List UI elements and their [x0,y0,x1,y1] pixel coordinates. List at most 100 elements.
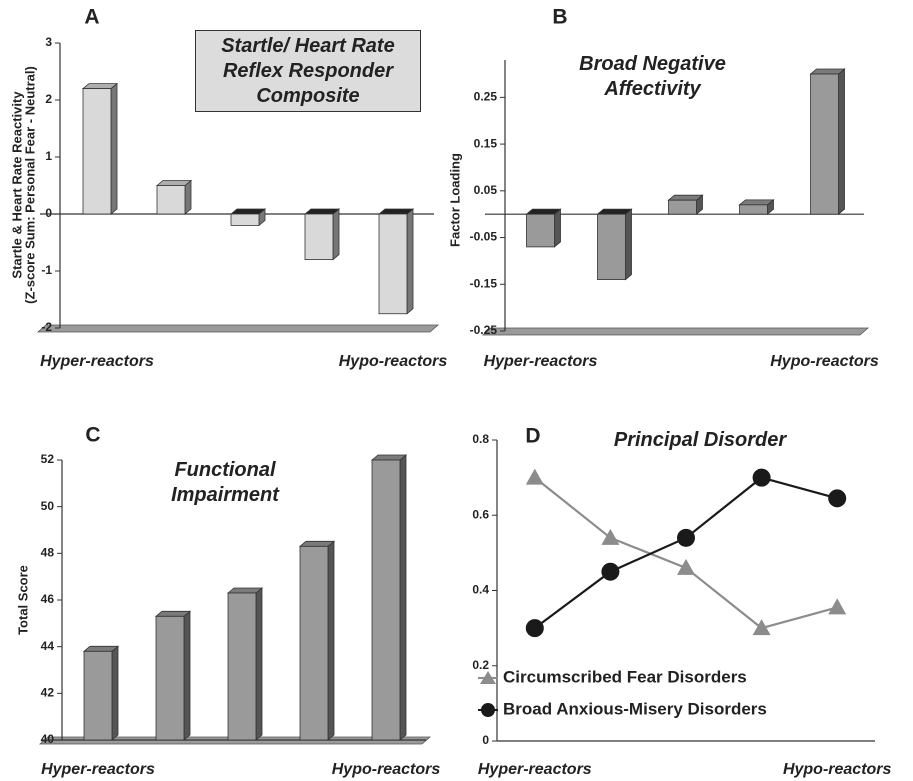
x-category-label: Hypo-reactors [783,761,892,778]
marker [828,598,847,615]
bar-top [303,208,341,215]
y-tick-label: 0.8 [472,432,489,446]
bar-top [809,68,846,75]
series-line [534,476,838,630]
bar-side [838,68,845,216]
bar [378,213,408,315]
bar-side [183,610,191,741]
y-tick-label: 0.4 [472,583,489,597]
y-tick-label: 0.05 [474,183,498,197]
bar [810,73,839,215]
marker [828,489,847,508]
bar-side [406,208,414,315]
marker [601,562,620,581]
bar [668,199,697,215]
bar [299,545,329,741]
floor [36,324,440,333]
y-tick-label: -0.25 [470,323,498,337]
marker [525,468,544,485]
bar-top [229,208,267,215]
x-category-label: Hyper-reactors [484,353,598,370]
bar [526,213,555,248]
x-category-label: Hypo-reactors [770,353,879,370]
chart-title: Functional Impairment [171,459,279,506]
y-tick-label: 48 [41,546,55,560]
bar-top [81,83,119,89]
y-tick-label: 3 [45,35,52,49]
bar-side [184,179,192,215]
bar-side [111,645,119,741]
marker [677,558,695,575]
marker [601,528,620,545]
bar-side [110,82,118,215]
y-tick-label: 0.2 [472,658,489,672]
y-tick-label: 44 [41,639,55,653]
chart-title: Broad Negative Affectivity [579,53,726,100]
bar-top [525,208,562,215]
x-category-label: Hyper-reactors [40,353,154,370]
y-tick-label: 0 [482,733,489,747]
y-tick-label: 52 [41,452,55,466]
panel-letter: B [552,6,567,29]
y-tick-label: -0.05 [470,230,498,244]
marker [752,468,771,487]
legend-label: Broad Anxious-Misery Disorders [503,699,767,718]
y-axis-label: Factor Loading [447,153,462,247]
bar-top [377,208,415,215]
bar-top [155,180,193,186]
marker [752,619,771,636]
marker [677,528,695,547]
legend-label: Circumscribed Fear Disorders [503,667,747,686]
bar [156,185,186,215]
bar [227,592,257,741]
y-tick-label: 0.6 [472,507,489,521]
x-category-label: Hypo-reactors [332,761,441,778]
x-category-label: Hypo-reactors [339,353,448,370]
bar-top [82,645,120,652]
bar [155,615,185,741]
bar-side [327,540,335,741]
x-category-label: Hyper-reactors [41,761,155,778]
panel-letter: A [84,6,99,29]
bar [739,204,768,215]
bar [82,88,112,215]
bar-top [226,587,264,594]
bar-side [399,454,407,741]
bar-top [667,194,704,201]
y-tick-label: -0.15 [470,276,498,290]
bar-top [596,208,633,215]
bar-top [738,199,775,206]
bar-side [255,587,263,741]
x-category-label: Hyper-reactors [478,761,592,778]
bar-top [154,610,192,617]
y-tick-label: 0.15 [474,136,498,150]
bar [371,459,401,741]
bar-top [298,540,336,547]
bar-side [625,208,632,281]
y-tick-label: 46 [41,592,55,606]
bar [230,213,260,226]
bar [304,213,334,260]
panel-letter: D [525,425,540,448]
bar-top [370,454,408,461]
y-tick-label: -2 [41,320,52,334]
y-axis-label: Total Score [15,565,30,635]
y-tick-label: 50 [41,499,55,513]
marker [525,619,544,638]
y-tick-label: 40 [41,732,55,746]
panel-letter: C [85,424,100,447]
chart-title: Startle/ Heart Rate Reflex Responder Com… [195,30,421,112]
bar-side [554,208,561,248]
chart-title: Principal Disorder [613,429,787,451]
y-axis-label: Startle & Heart Rate Reactivity [9,91,24,279]
bar [597,213,626,281]
bar [83,650,113,741]
y-tick-label: 42 [41,686,55,700]
floor [481,327,870,336]
y-tick-label: 2 [45,92,52,106]
y-tick-label: 0.25 [474,90,498,104]
series-line [534,476,838,630]
bar-side [332,208,340,261]
